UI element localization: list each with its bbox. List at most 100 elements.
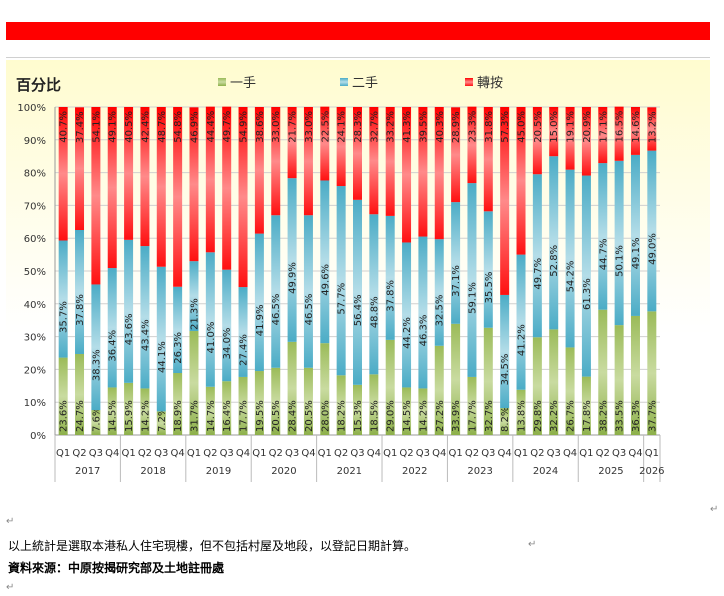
y-tick-label: 80% [24, 169, 46, 180]
year-label: 2025 [598, 466, 623, 477]
bar-segment-2 [303, 107, 313, 216]
bar-segment-1 [402, 242, 412, 388]
data-label: 20.5% [533, 111, 544, 143]
data-label: 14.2% [418, 400, 429, 432]
data-label: 42.4% [140, 111, 151, 143]
bar-segment-1 [451, 202, 461, 324]
x-tick-label: Q1 [448, 448, 462, 459]
legend-swatch-1 [340, 78, 348, 86]
data-label: 49.1% [631, 238, 642, 270]
data-label: 14.5% [108, 400, 119, 432]
data-label: 24.7% [75, 400, 86, 432]
bar-segment-0 [287, 341, 297, 435]
x-tick-label: Q4 [301, 448, 315, 459]
data-label: 26.7% [566, 400, 577, 432]
data-label: 8.2% [500, 407, 511, 432]
bar-segment-2 [402, 107, 412, 243]
data-label: 49.1% [108, 111, 119, 143]
x-tick-label: Q3 [416, 448, 430, 459]
data-label: 43.6% [124, 313, 135, 345]
data-label: 37.7% [647, 400, 658, 432]
data-label: 32.7% [484, 400, 495, 432]
bar-segment-2 [189, 107, 199, 262]
data-label: 17.1% [598, 111, 609, 143]
x-tick-label: Q4 [498, 448, 512, 459]
bar-segment-0 [647, 311, 657, 435]
year-label: 2019 [206, 466, 231, 477]
bar-segment-1 [58, 240, 68, 358]
bar-segment-0 [58, 357, 68, 435]
bar-segment-1 [189, 261, 199, 332]
year-label: 2021 [337, 466, 362, 477]
bar-segment-2 [107, 107, 117, 269]
bar-segment-1 [630, 154, 640, 316]
data-label: 28.3% [353, 111, 364, 143]
x-tick-label: Q3 [220, 448, 234, 459]
bar-segment-0 [205, 386, 215, 435]
data-label: 24.1% [337, 111, 348, 143]
data-label: 54.9% [239, 111, 250, 143]
data-label: 14.5% [402, 400, 413, 432]
data-label: 17.8% [582, 400, 593, 432]
data-label: 21.3% [189, 298, 200, 330]
data-label: 33.9% [451, 400, 462, 432]
data-label: 23.3% [467, 111, 478, 143]
bar-segment-0 [303, 367, 313, 435]
bar-segment-2 [532, 107, 542, 175]
data-label: 28.4% [288, 400, 299, 432]
bar-segment-1 [173, 286, 183, 374]
bar-segment-0 [581, 376, 591, 435]
data-label: 35.5% [484, 272, 495, 304]
bar-segment-2 [222, 106, 232, 270]
bar-segment-2 [124, 107, 134, 240]
paragraph-mark-icon: ↵ [710, 504, 719, 515]
note-source: 資料來源：中原按揭研究部及土地註冊處 [8, 561, 225, 575]
data-label: 43.4% [140, 319, 151, 351]
bar-segment-0 [598, 309, 608, 435]
data-label: 37.4% [75, 111, 86, 143]
paragraph-mark-icon: ↵ [6, 582, 15, 593]
year-label: 2024 [533, 466, 558, 477]
data-label: 37.8% [75, 294, 86, 326]
year-label: 2018 [140, 466, 165, 477]
bar-segment-1 [516, 254, 526, 390]
bar-segment-2 [205, 106, 215, 253]
y-tick-label: 20% [24, 365, 46, 376]
x-tick-label: Q3 [612, 448, 626, 459]
data-label: 33.5% [615, 400, 626, 432]
year-label: 2026 [639, 466, 664, 477]
data-label: 17.7% [239, 400, 250, 432]
bar-segment-2 [451, 107, 461, 203]
data-label: 29.0% [386, 400, 397, 432]
bar-segment-1 [598, 163, 608, 310]
data-label: 7.2% [157, 407, 168, 432]
bar-segment-0 [156, 411, 166, 435]
bar-segment-0 [614, 325, 624, 435]
x-tick-label: Q2 [72, 448, 86, 459]
bar-segment-2 [140, 107, 150, 247]
bar-segment-1 [467, 183, 477, 377]
data-label: 18.2% [337, 400, 348, 432]
data-label: 14.7% [206, 400, 217, 432]
data-label: 14.6% [631, 111, 642, 143]
data-label: 46.9% [189, 111, 200, 143]
x-tick-label: Q1 [187, 448, 201, 459]
data-label: 20.5% [304, 400, 315, 432]
y-tick-label: 70% [24, 201, 46, 212]
bar-segment-1 [320, 180, 330, 344]
bar-segment-1 [336, 186, 346, 376]
bar-segment-0 [532, 337, 542, 435]
bar-segment-2 [630, 107, 640, 155]
bar-segment-2 [516, 107, 526, 255]
data-label: 46.3% [418, 315, 429, 347]
header-red-bar [6, 22, 710, 40]
data-label: 17.7% [467, 400, 478, 432]
bar-segment-0 [124, 382, 134, 435]
chart-title: 百分比 [16, 76, 61, 94]
bar-segment-1 [254, 233, 264, 372]
data-label: 41.9% [255, 304, 266, 336]
bar-segment-0 [434, 345, 444, 435]
bar-segment-1 [238, 287, 248, 377]
bar-segment-0 [500, 408, 510, 435]
stacked-bar-chart: 百分比 一手 二手 轉按 0% 10% 20% 30% 40% 50% 60% 70% 80% 90% 10… [16, 76, 665, 482]
